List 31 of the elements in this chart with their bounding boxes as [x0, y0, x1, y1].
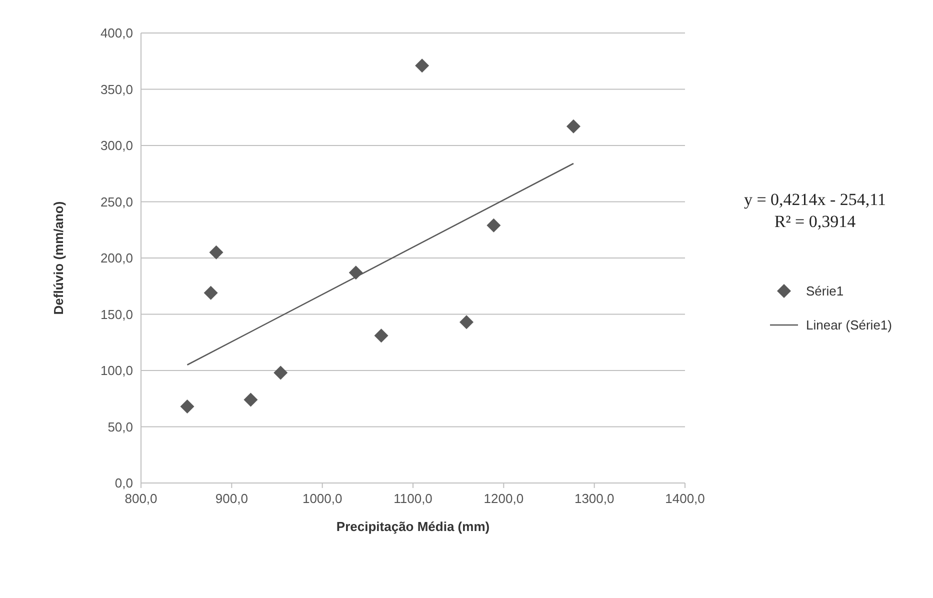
x-tick-label: 1400,0 — [665, 491, 705, 506]
point — [274, 366, 288, 380]
y-tick-label: 50,0 — [108, 419, 133, 434]
point — [415, 58, 430, 73]
x-tick-label: 1000,0 — [302, 491, 342, 506]
x-axis-title: Precipitação Média (mm) — [336, 519, 490, 534]
legend-label: Linear (Série1) — [806, 318, 892, 333]
point — [566, 119, 580, 134]
x-tick-label: 1100,0 — [394, 491, 432, 506]
y-tick-label: 400,0 — [100, 26, 133, 41]
y-tick-label: 350,0 — [100, 82, 133, 97]
y-tick-label: 0,0 — [114, 476, 133, 491]
y-tick-label: 250,0 — [100, 194, 133, 210]
legend-label: Série1 — [806, 284, 844, 299]
point — [244, 392, 258, 407]
point — [459, 315, 474, 330]
point — [486, 218, 501, 232]
y-axis-title: Deflúvio (mm/ano) — [51, 201, 66, 315]
text: y = 0,4214x - 254,11 R² = 0,3914 — [744, 190, 886, 231]
point — [209, 245, 224, 260]
y-tick-label: 200,0 — [100, 250, 133, 266]
x-tick-label: 1200,0 — [484, 491, 524, 506]
y-tick-label: 100,0 — [100, 363, 133, 378]
y-tick-label: 300,0 — [100, 138, 133, 154]
point — [180, 400, 194, 414]
x-tick-label: 800,0 — [124, 491, 158, 506]
point — [204, 286, 218, 300]
x-tick-label: 900,0 — [215, 491, 248, 506]
y-tick-label: 150,0 — [100, 306, 133, 322]
x-tick-label: 1300,0 — [574, 491, 614, 506]
point — [374, 328, 388, 343]
